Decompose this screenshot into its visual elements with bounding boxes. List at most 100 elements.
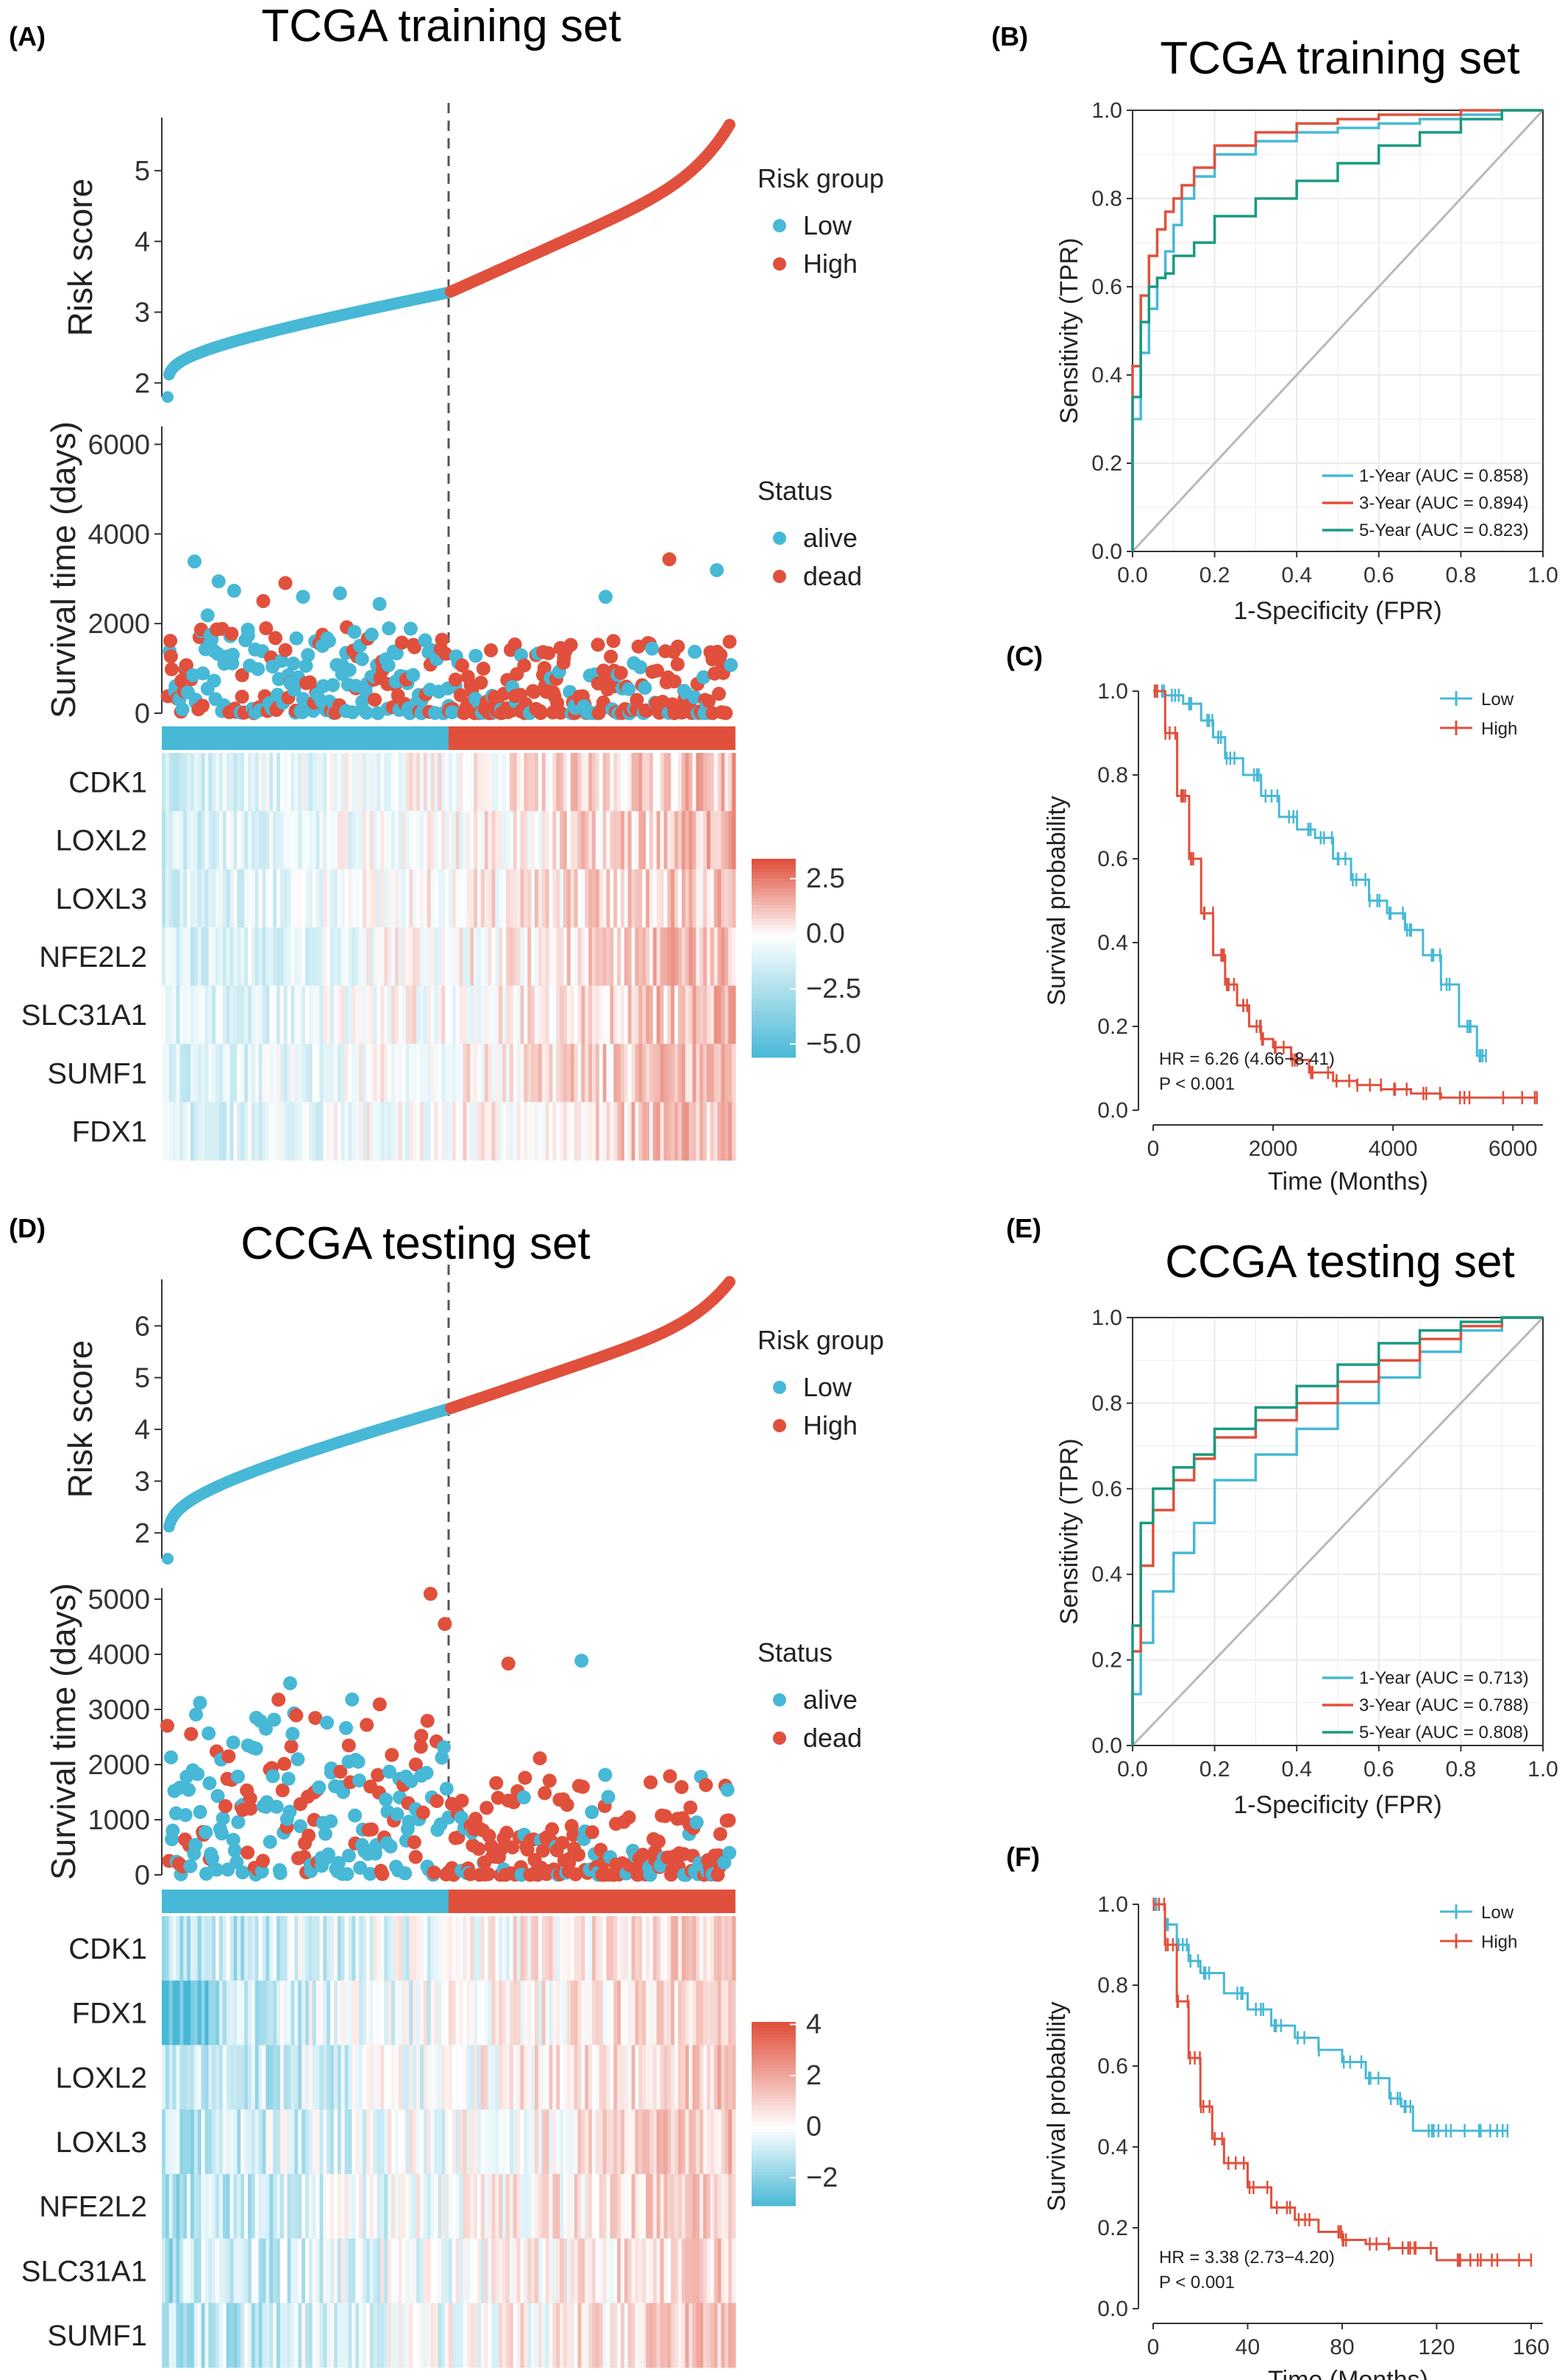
heatmap-cell: [480, 2109, 485, 2175]
heatmap-cell: [190, 2303, 195, 2368]
heatmap-cell: [277, 985, 281, 1045]
survival-point: [484, 643, 499, 657]
heatmap-cell: [438, 753, 442, 812]
heatmap-cell: [302, 927, 306, 987]
heatmap-cell: [277, 2238, 281, 2304]
heatmap-cell: [384, 1980, 388, 2045]
heatmap-cell: [599, 1101, 604, 1161]
heatmap-cell: [692, 753, 696, 812]
scale-tick-label: 2: [806, 2060, 821, 2091]
heatmap-cell: [556, 2238, 560, 2304]
heatmap-cell: [732, 1101, 736, 1161]
heatmap-cell: [168, 1916, 174, 1981]
heatmap-cell: [652, 811, 657, 870]
heatmap-cell: [621, 2173, 625, 2240]
heatmap-cell: [283, 2173, 288, 2240]
heatmap-cell: [610, 2238, 614, 2304]
survival-point: [282, 1804, 297, 1819]
heatmap-cell: [656, 1980, 661, 2045]
heatmap-cell: [556, 2045, 560, 2110]
risk-point: [162, 391, 174, 403]
color-scale-step: [752, 2028, 796, 2032]
heatmap-cell: [513, 869, 518, 928]
heatmap-cell: [258, 811, 263, 870]
heatmap-cell: [162, 2303, 166, 2368]
heatmap-cell: [474, 869, 478, 928]
heatmap-cell: [302, 1043, 306, 1103]
heatmap-cell: [721, 927, 725, 987]
legend-dead-swatch: [773, 570, 786, 583]
heatmap-cell: [595, 1043, 600, 1103]
heatmap-cell: [434, 985, 438, 1045]
heatmap-cell: [491, 2173, 496, 2240]
heatmap-cell: [384, 2045, 388, 2110]
heatmap-cell: [646, 2303, 650, 2368]
heatmap-cell: [577, 2173, 582, 2240]
heatmap-cell: [502, 2173, 507, 2240]
heatmap-cell: [635, 2238, 639, 2304]
heatmap-cell: [610, 1916, 614, 1981]
heatmap-cell: [717, 927, 722, 987]
heatmap-cell: [610, 2109, 614, 2175]
heatmap-cell: [355, 2045, 360, 2110]
heatmap-cell: [674, 1916, 679, 1981]
heatmap-cell: [165, 869, 170, 928]
heatmap-cell: [165, 2045, 170, 2110]
heatmap-cell: [566, 927, 571, 987]
heatmap-cell: [377, 985, 381, 1045]
heatmap-cell: [717, 1101, 722, 1161]
legend-low-label: Low: [803, 1372, 852, 1402]
color-scale-step: [752, 938, 796, 943]
heatmap-cell: [323, 1980, 327, 2045]
survival-point: [235, 668, 249, 682]
color-scale-step: [752, 2089, 796, 2093]
heatmap-cell: [308, 1043, 313, 1103]
heatmap-cell: [563, 1043, 568, 1103]
survival-point: [688, 645, 702, 660]
heatmap-cell: [491, 927, 496, 987]
heatmap-cell: [660, 753, 665, 812]
heatmap-cell: [667, 753, 671, 812]
heatmap-cell: [631, 2045, 636, 2110]
heatmap-cell: [671, 753, 675, 812]
heatmap-cell: [535, 2045, 539, 2110]
survival-point: [418, 633, 432, 648]
heatmap-cell: [359, 985, 363, 1045]
heatmap-cell: [409, 811, 413, 870]
heatmap-cell: [663, 1980, 668, 2045]
heatmap-cell: [287, 1043, 292, 1103]
heatmap-cell: [277, 2109, 281, 2175]
heatmap-cell: [721, 1101, 725, 1161]
heatmap-cell: [416, 2109, 421, 2175]
heatmap-cell: [581, 2238, 585, 2304]
heatmap-cell: [308, 2109, 313, 2175]
heatmap-cell: [262, 2238, 266, 2304]
heatmap-cell: [646, 1980, 650, 2045]
heatmap-cell: [380, 2303, 385, 2368]
heatmap-cell: [635, 753, 639, 812]
heatmap-cell: [499, 869, 503, 928]
heatmap-cell: [233, 753, 238, 812]
heatmap-cell: [710, 2045, 715, 2110]
heatmap-cell: [707, 2109, 711, 2175]
y-tick-label: 3: [135, 298, 150, 329]
heatmap-cell: [581, 985, 585, 1045]
heatmap-cell: [627, 753, 632, 812]
heatmap-cell: [394, 2109, 399, 2175]
heatmap-cell: [502, 2045, 507, 2110]
heatmap-cell: [316, 2303, 321, 2368]
heatmap-cell: [527, 2303, 532, 2368]
heatmap-cell: [710, 753, 715, 812]
heatmap-cell: [229, 985, 235, 1045]
heatmap-cell: [193, 1980, 199, 2045]
heatmap-cell: [363, 1916, 367, 1981]
heatmap-cell: [681, 811, 686, 870]
heatmap-cell: [617, 2173, 621, 2240]
heatmap-cell: [305, 2238, 310, 2304]
gene-label: LOXL2: [55, 825, 147, 857]
heatmap-cell: [455, 985, 460, 1045]
heatmap-cell: [606, 753, 610, 812]
survival-point: [324, 1814, 338, 1829]
heatmap-cell: [373, 2109, 378, 2175]
color-scale-step: [752, 2104, 796, 2109]
